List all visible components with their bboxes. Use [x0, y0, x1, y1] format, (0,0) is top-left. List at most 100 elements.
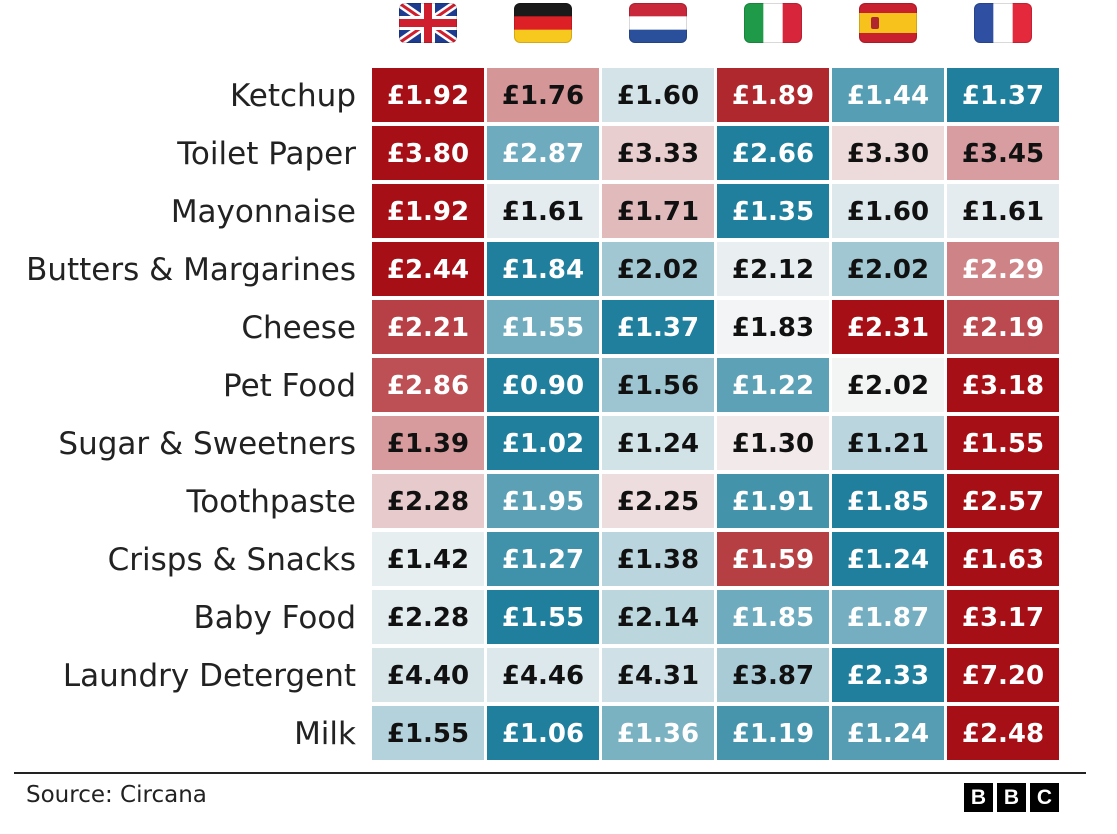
cell-value: £4.46 — [502, 661, 584, 691]
cell-value: £1.55 — [962, 429, 1044, 459]
cell-value: £7.20 — [962, 661, 1044, 691]
cell-value: £2.86 — [387, 371, 469, 401]
heatmap-cell — [717, 358, 829, 412]
heatmap-cell — [487, 68, 599, 122]
row-label: Laundry Detergent — [63, 658, 356, 694]
heatmap-cell — [372, 68, 484, 122]
row-label: Butters & Margarines — [26, 252, 356, 288]
heatmap-cell — [947, 648, 1059, 702]
heatmap-cell — [602, 590, 714, 644]
cell-value: £2.02 — [847, 371, 929, 401]
cell-value: £2.66 — [732, 139, 814, 169]
cell-value: £3.45 — [962, 139, 1044, 169]
cell-value: £1.22 — [732, 371, 814, 401]
cell-value: £1.38 — [617, 545, 699, 575]
italy-flag-icon — [744, 3, 802, 43]
cell-value: £2.21 — [387, 313, 469, 343]
heatmap-cell — [487, 300, 599, 354]
heatmap-cell — [487, 590, 599, 644]
cell-value: £1.95 — [502, 487, 584, 517]
heatmap-cell — [947, 242, 1059, 296]
cell-value: £1.55 — [502, 603, 584, 633]
heatmap-cell — [947, 590, 1059, 644]
cell-value: £1.19 — [732, 719, 814, 749]
heatmap-cell — [602, 300, 714, 354]
cell-value: £1.06 — [502, 719, 584, 749]
heatmap-cell — [372, 590, 484, 644]
heatmap-cell — [372, 300, 484, 354]
row-label: Toilet Paper — [176, 136, 356, 172]
cell-value: £1.42 — [387, 545, 469, 575]
cell-value: £0.90 — [502, 371, 584, 401]
cell-value: £1.71 — [617, 197, 699, 227]
heatmap-cell — [372, 648, 484, 702]
cell-value: £2.19 — [962, 313, 1044, 343]
heatmap-cell — [372, 242, 484, 296]
heatmap-cell — [832, 706, 944, 760]
heatmap-cell — [602, 532, 714, 586]
cell-value: £1.60 — [847, 197, 929, 227]
france-flag-icon — [974, 3, 1032, 43]
heatmap-cell — [717, 474, 829, 528]
row-label: Crisps & Snacks — [108, 542, 356, 578]
cell-value: £2.44 — [387, 255, 469, 285]
bbc-logo-letter: B — [997, 783, 1026, 812]
cell-value: £1.61 — [962, 197, 1044, 227]
heatmap-cell — [487, 184, 599, 238]
cell-value: £1.55 — [502, 313, 584, 343]
cell-value: £1.92 — [387, 81, 469, 111]
cell-value: £1.39 — [387, 429, 469, 459]
heatmap-cell — [717, 242, 829, 296]
heatmap-cell — [947, 416, 1059, 470]
heatmap-cell — [832, 242, 944, 296]
heatmap-cell — [487, 242, 599, 296]
heatmap-cell — [372, 358, 484, 412]
cell-value: £4.40 — [387, 661, 469, 691]
cell-value: £4.31 — [617, 661, 699, 691]
heatmap-cell — [602, 474, 714, 528]
cell-value: £2.87 — [502, 139, 584, 169]
cell-value: £1.59 — [732, 545, 814, 575]
heatmap-cell — [832, 648, 944, 702]
cell-value: £1.61 — [502, 197, 584, 227]
heatmap-cell — [717, 68, 829, 122]
cell-value: £1.36 — [617, 719, 699, 749]
heatmap-cell — [717, 300, 829, 354]
country-flags — [399, 3, 1032, 43]
cell-value: £1.37 — [617, 313, 699, 343]
cell-value: £2.28 — [387, 487, 469, 517]
cell-value: £3.17 — [962, 603, 1044, 633]
heatmap-cell — [832, 126, 944, 180]
cell-value: £1.92 — [387, 197, 469, 227]
source-note: Source: Circana — [26, 782, 207, 808]
cell-value: £3.18 — [962, 371, 1044, 401]
heatmap-cell — [947, 532, 1059, 586]
cell-value: £1.85 — [732, 603, 814, 633]
heatmap-cell — [372, 706, 484, 760]
heatmap-cell — [947, 300, 1059, 354]
heatmap-cell — [832, 300, 944, 354]
heatmap-cell — [487, 416, 599, 470]
heatmap-cell — [487, 532, 599, 586]
bbc-logo-letter: B — [964, 783, 993, 812]
heatmap-cell — [602, 648, 714, 702]
cell-value: £1.02 — [502, 429, 584, 459]
cell-value: £2.28 — [387, 603, 469, 633]
cell-value: £3.87 — [732, 661, 814, 691]
cell-value: £2.02 — [617, 255, 699, 285]
row-label: Milk — [294, 716, 356, 752]
heatmap-cell — [372, 474, 484, 528]
cell-value: £1.35 — [732, 197, 814, 227]
heatmap-cell — [947, 358, 1059, 412]
heatmap-cell — [717, 532, 829, 586]
cell-value: £1.85 — [847, 487, 929, 517]
cell-value: £1.21 — [847, 429, 929, 459]
heatmap-cell — [947, 184, 1059, 238]
cell-value: £1.24 — [847, 545, 929, 575]
heatmap-cell — [832, 532, 944, 586]
germany-flag-icon — [514, 3, 572, 43]
cell-value: £3.30 — [847, 139, 929, 169]
bbc-logo-letter: C — [1030, 783, 1059, 812]
heatmap-cell — [832, 474, 944, 528]
cell-value: £2.12 — [732, 255, 814, 285]
